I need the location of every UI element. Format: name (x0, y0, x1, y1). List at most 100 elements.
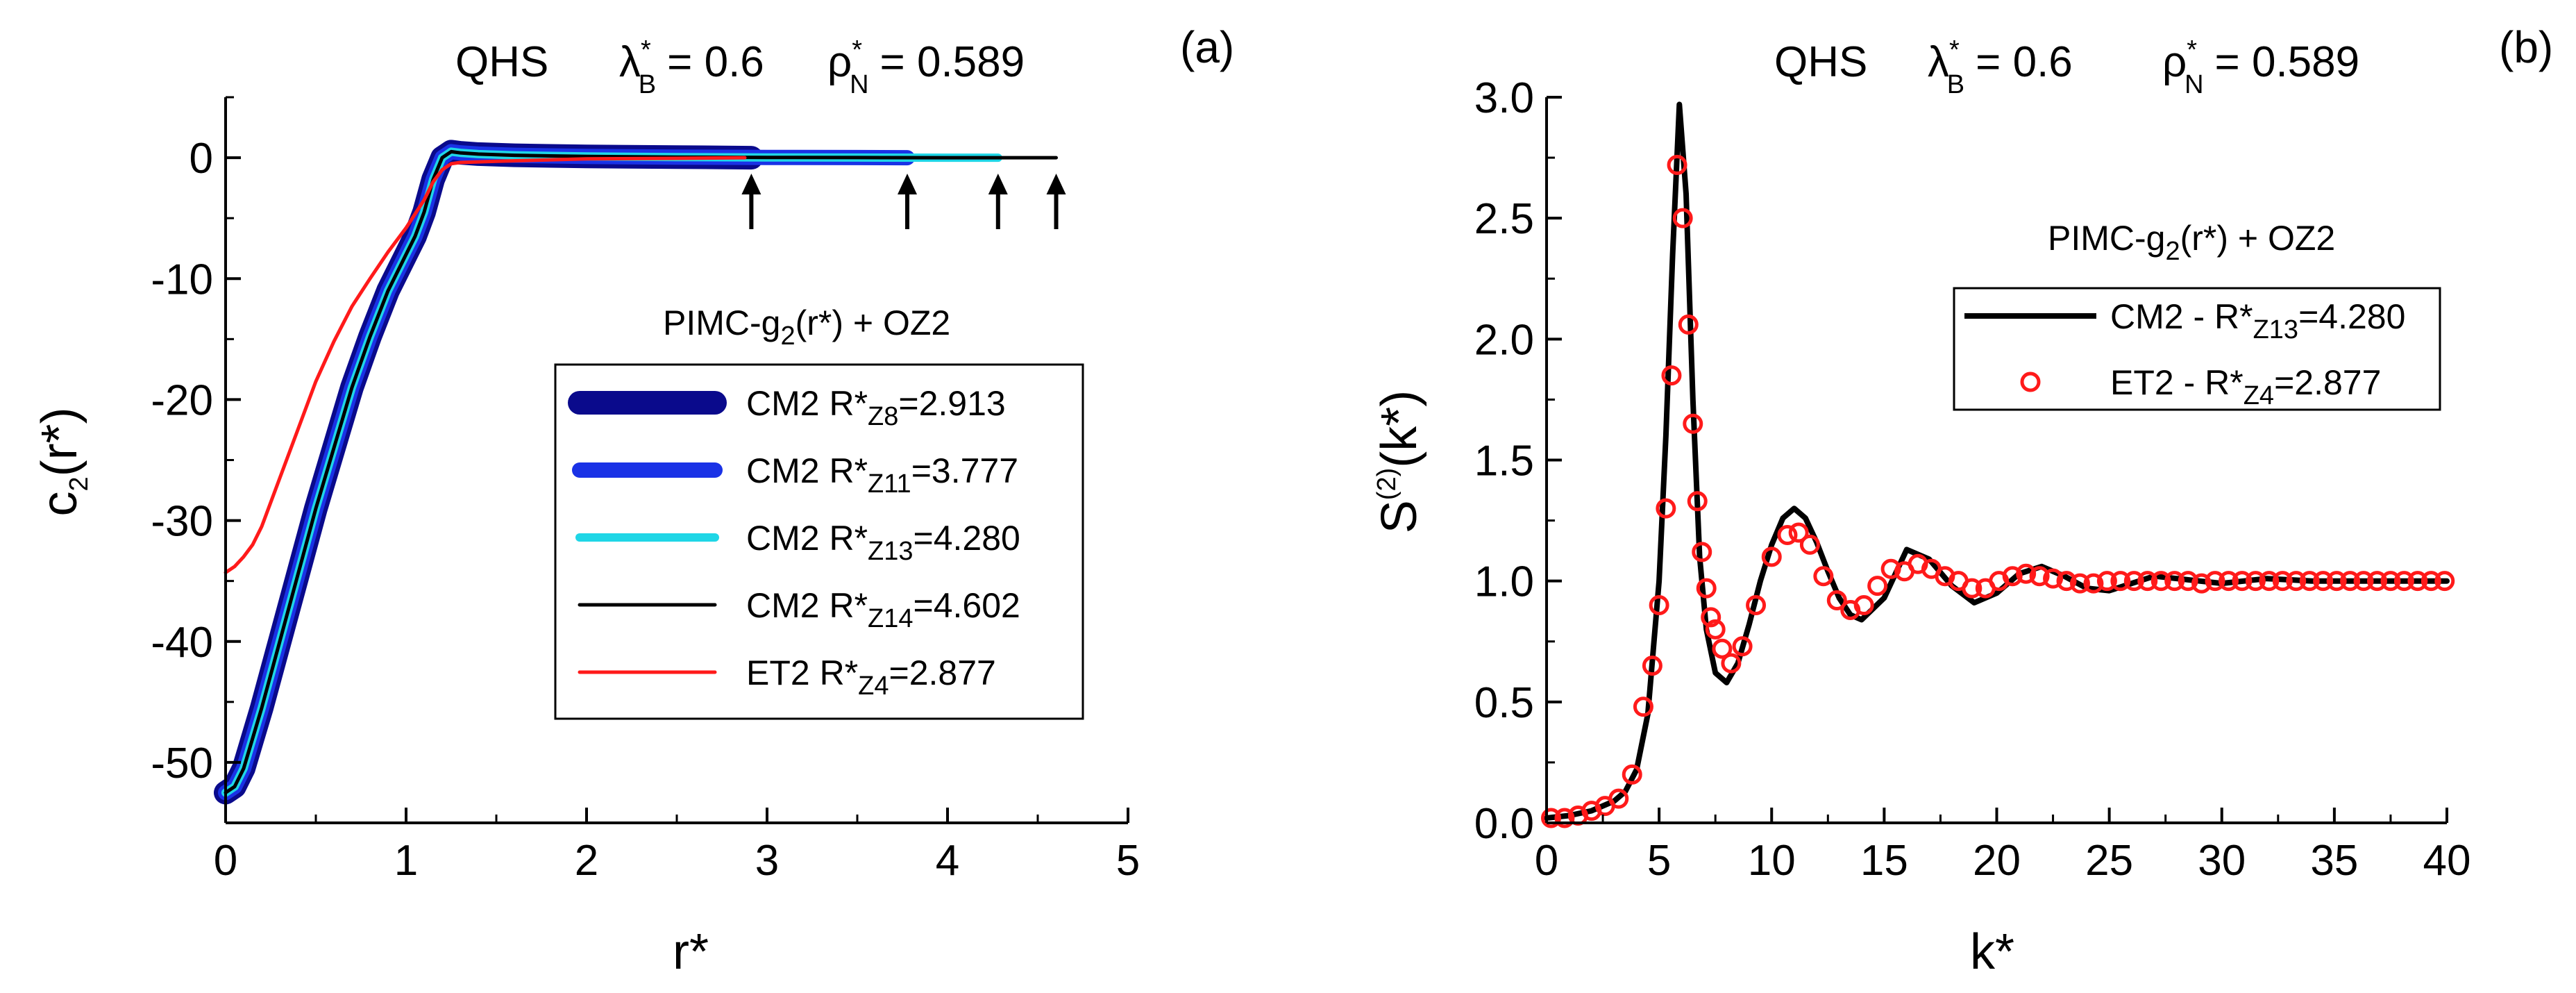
series-marker-1 (1867, 576, 1888, 596)
y-tick-label: 0.0 (1474, 800, 1534, 848)
legend-label-3: CM2 R*Z14=4.602 (746, 586, 1020, 633)
panel-b-header-lambda: λ* B = 0.6 (1928, 35, 2073, 99)
series-marker-1 (2123, 571, 2144, 592)
series-marker-1 (1649, 595, 1669, 615)
series-marker-1 (2016, 563, 2037, 584)
legend-label-4: ET2 R*Z4=2.877 (746, 653, 996, 701)
series-marker-1 (1799, 534, 1820, 555)
series-marker-1 (2407, 571, 2428, 592)
series-marker-1 (1633, 696, 1653, 717)
series-marker-1 (1705, 619, 1726, 640)
series-marker-1 (2340, 571, 2361, 592)
x-tick-label: 5 (1116, 837, 1140, 885)
series-marker-1 (2083, 573, 2104, 594)
series-marker-1 (2286, 571, 2307, 592)
series-marker-1 (2245, 571, 2266, 592)
series-marker-1 (1746, 595, 1767, 615)
series-marker-1 (2259, 571, 2280, 592)
series-marker-1 (2029, 566, 2050, 587)
series-marker-1 (2434, 571, 2455, 592)
series-marker-1 (2366, 571, 2387, 592)
panel-b-x-axis-title: k* (1970, 924, 2014, 980)
series-marker-1 (1692, 542, 1712, 562)
series-marker-1 (2380, 571, 2401, 592)
panel-a-cutoff-arrows (741, 174, 1066, 229)
legend-label-1: CM2 R*Z11=3.777 (746, 451, 1018, 499)
x-tick-label: 15 (1860, 837, 1908, 885)
panel-b-annotation: PIMC-g2(r*) + OZ2 (2048, 219, 2335, 266)
series-marker-1 (2421, 571, 2441, 592)
series-marker-1 (1826, 590, 1847, 611)
x-tick-label: 3 (755, 837, 779, 885)
series-marker-1 (2313, 571, 2334, 592)
panel-a-header-rho: ρ* N = 0.589 (827, 35, 1025, 99)
panel-b-series (1540, 101, 2455, 828)
series-marker-1 (2110, 571, 2131, 592)
series-marker-1 (2353, 571, 2374, 592)
y-tick-label: 0 (190, 135, 213, 183)
series-marker-1 (2178, 571, 2198, 592)
cutoff-arrow (988, 174, 1008, 229)
series-marker-1 (1667, 155, 1687, 176)
y-tick-label: 1.5 (1474, 437, 1534, 485)
panel-b-y-axis-title: S(2)(k*) (1372, 390, 1427, 533)
series-marker-1 (2191, 573, 2212, 594)
series-marker-1 (2393, 571, 2414, 592)
series-marker-1 (1853, 595, 1874, 615)
panel-a-x-ticks: 0 1 2 3 4 5 (214, 808, 1140, 885)
y-tick-label: 3.0 (1474, 74, 1534, 122)
legend-label-0: CM2 R*Z8=2.913 (746, 384, 1006, 431)
x-tick-label: 35 (2310, 837, 2358, 885)
series-marker-1 (1813, 566, 1834, 587)
series-marker-1 (2326, 571, 2347, 592)
x-tick-label: 40 (2423, 837, 2471, 885)
cutoff-arrow (898, 174, 918, 229)
series-marker-1 (1696, 578, 1717, 599)
panel-a-annotation: PIMC-g2(r*) + OZ2 (663, 303, 950, 351)
series-marker-1 (2043, 568, 2064, 589)
y-tick-label: -40 (151, 619, 213, 667)
series-marker-1 (1880, 558, 1901, 579)
series-marker-1 (2218, 571, 2239, 592)
x-tick-label: 20 (1973, 837, 2021, 885)
series-marker-1 (1672, 208, 1693, 228)
series-marker-1 (1712, 638, 1733, 659)
panel-a-y-ticks: -50 -40 -30 -20 -10 0 (151, 96, 241, 787)
panel-b-legend: CM2 - R*Z13=4.280 ET2 - R*Z4=2.877 (1953, 287, 2441, 411)
panel-a-header-lambda: λ* B = 0.6 (619, 35, 764, 99)
series-marker-1 (1661, 365, 1682, 386)
x-tick-label: 2 (575, 837, 598, 885)
y-tick-label: 0.5 (1474, 679, 1534, 727)
x-tick-label: 30 (2198, 837, 2246, 885)
series-marker-1 (1540, 808, 1561, 828)
y-tick-label: -30 (151, 498, 213, 546)
series-marker-1 (2137, 571, 2158, 592)
panel-b-label: (b) (2499, 22, 2553, 72)
series-marker-1 (1701, 607, 1721, 628)
series-marker-1 (2002, 566, 2023, 587)
cutoff-arrow (741, 174, 761, 229)
series-line-4 (224, 156, 747, 574)
series-marker-1 (1732, 636, 1753, 657)
y-tick-label: 2.0 (1474, 316, 1534, 364)
series-marker-1 (1678, 314, 1699, 335)
series-marker-1 (1622, 764, 1642, 785)
panel-b: QHS λ* B = 0.6 ρ* N = 0.589 (b) 0 5 10 15 20 25 30… (1372, 22, 2553, 980)
series-marker-1 (1642, 656, 1662, 676)
panel-a-y-axis-title: c2(r*) (32, 407, 94, 516)
series-marker-1 (1761, 546, 1782, 567)
series-marker-1 (1962, 578, 1982, 599)
legend-label-0: CM2 - R*Z13=4.280 (2110, 297, 2405, 344)
series-marker-1 (1777, 524, 1798, 545)
series-marker-1 (2232, 571, 2253, 592)
legend-swatch-1 (2020, 372, 2041, 392)
series-marker-1 (2299, 571, 2320, 592)
cutoff-arrow (1046, 174, 1066, 229)
panel-b-header-system: QHS (1774, 38, 1867, 86)
panel-a: QHS λ* B = 0.6 ρ* N = 0.589 (a) 0 1 2 3 4 5 -50 -4… (32, 22, 1234, 980)
y-tick-label: -20 (151, 376, 213, 424)
series-marker-1 (1788, 522, 1809, 543)
panel-a-x-axis-title: r* (673, 924, 709, 980)
series-marker-1 (1554, 808, 1575, 828)
